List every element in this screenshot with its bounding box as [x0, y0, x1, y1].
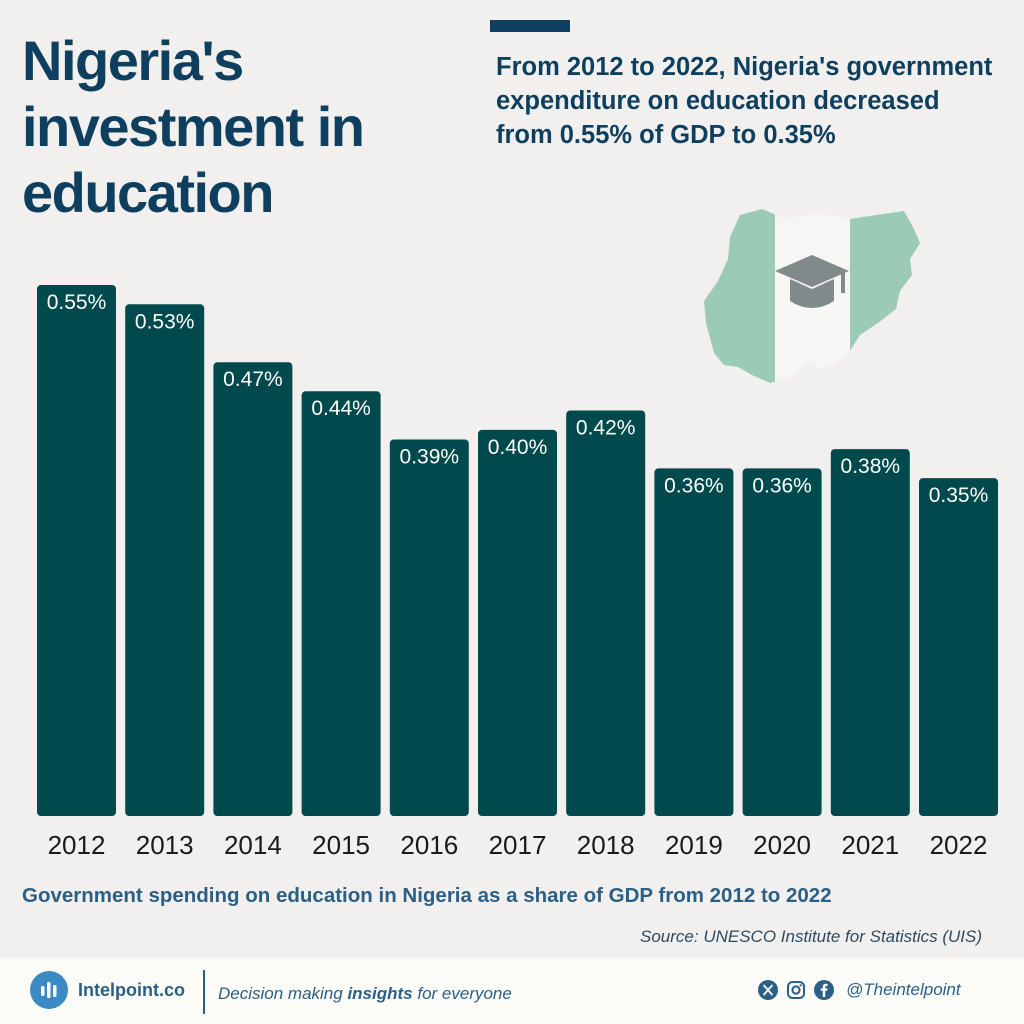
x-tick-label-2018: 2018: [577, 830, 635, 860]
bar-value-label-2020: 0.36%: [752, 474, 812, 497]
x-tick-label-2021: 2021: [841, 830, 899, 860]
social-handle[interactable]: @Theintelpoint: [846, 980, 961, 999]
bar-2016: [389, 439, 469, 816]
bar-value-label-2018: 0.42%: [576, 417, 636, 440]
bar-value-label-2012: 0.55%: [47, 291, 107, 314]
facebook-icon[interactable]: [814, 980, 834, 1000]
graduation-cap-icon: [775, 255, 849, 308]
bar-2014: [213, 362, 293, 816]
social-links: @Theintelpoint: [758, 980, 961, 1000]
footer-divider: [203, 970, 205, 1014]
intelpoint-logo-icon[interactable]: [30, 971, 68, 1009]
bar-2022: [919, 478, 998, 816]
subtitle: From 2012 to 2022, Nigeria's government …: [496, 53, 993, 149]
bar-2013: [125, 304, 205, 816]
source-note: Source: UNESCO Institute for Statistics …: [640, 927, 982, 946]
x-tick-label-2017: 2017: [489, 830, 547, 860]
bar-2021: [830, 449, 910, 816]
bar-value-label-2016: 0.39%: [400, 445, 460, 468]
x-tick-label-2020: 2020: [753, 830, 811, 860]
tagline: Decision making insights for everyone: [218, 984, 512, 1003]
x-tick-label-2012: 2012: [48, 830, 106, 860]
bar-2015: [301, 391, 381, 816]
accent-bar: [490, 20, 570, 32]
chart-caption: Government spending on education in Nige…: [22, 884, 832, 907]
bar-value-label-2013: 0.53%: [135, 310, 195, 333]
brand-name[interactable]: Intelpoint.co: [78, 980, 185, 1000]
bar-value-label-2022: 0.35%: [929, 484, 989, 507]
bar-2012: [37, 285, 116, 816]
nigeria-map-icon: [704, 209, 920, 383]
page-title: Nigeria's investment in education: [22, 29, 365, 224]
bar-value-label-2015: 0.44%: [311, 397, 371, 420]
bar-2020: [742, 468, 822, 816]
bar-chart: 0.55% 2012 0.53% 2013 0.47% 2014 0.44% 2015 0.39…: [37, 285, 998, 860]
footer: Intelpoint.co Decision making insights f…: [0, 958, 1024, 1024]
bar-value-label-2019: 0.36%: [664, 474, 724, 497]
x-tick-label-2015: 2015: [312, 830, 370, 860]
x-tick-label-2013: 2013: [136, 830, 194, 860]
x-icon[interactable]: [758, 980, 778, 1000]
bar-value-label-2021: 0.38%: [841, 455, 901, 478]
bar-2019: [654, 468, 734, 816]
bar-2018: [566, 410, 646, 816]
x-tick-label-2022: 2022: [930, 830, 988, 860]
x-tick-label-2014: 2014: [224, 830, 282, 860]
bar-value-label-2017: 0.40%: [488, 436, 548, 459]
instagram-icon[interactable]: [786, 980, 806, 1000]
bar-2017: [478, 429, 557, 816]
x-tick-label-2016: 2016: [400, 830, 458, 860]
bar-value-label-2014: 0.47%: [223, 368, 283, 391]
x-tick-label-2019: 2019: [665, 830, 723, 860]
